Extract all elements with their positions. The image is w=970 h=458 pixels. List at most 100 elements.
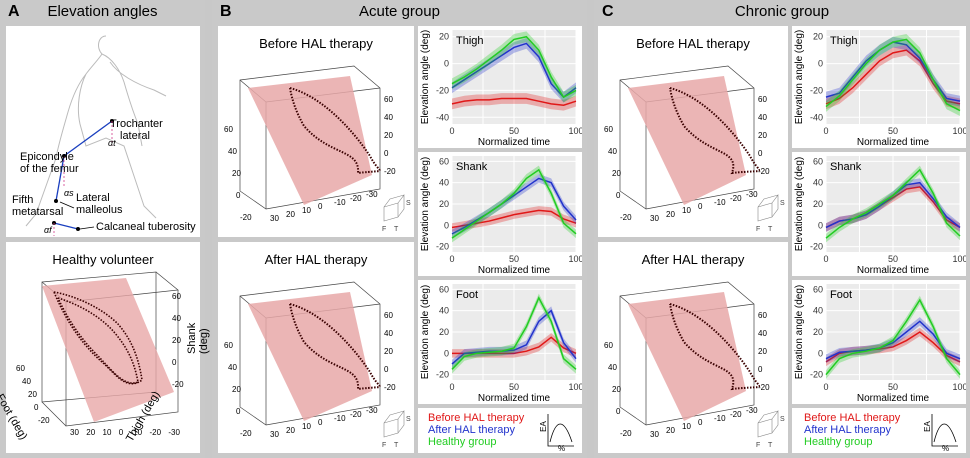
series-band	[452, 293, 576, 374]
x-tick: 100	[952, 254, 966, 264]
left-tick: 40	[228, 147, 237, 156]
after-3d-plot: After HAL therapy S F T 60 40 20 0 -20 60 40 20 0 -2…	[218, 242, 414, 453]
label-metatarsal: metatarsal	[12, 206, 64, 218]
panel-letter: A	[8, 3, 20, 20]
x-tick: 100	[952, 126, 966, 136]
tick: 40	[22, 377, 31, 386]
thigh-tick-labels: 30 20 10 0 -10 -20 -30	[70, 428, 180, 437]
chart-title: Shank	[456, 161, 488, 173]
right-tick: 0	[384, 149, 389, 158]
legend-schematic	[931, 414, 958, 447]
y-tick: 60	[439, 156, 449, 166]
series-band	[826, 165, 960, 243]
series-band	[452, 31, 576, 103]
cube-label-t: T	[768, 442, 773, 449]
label-alpha-s: αs	[64, 188, 74, 198]
bottom-tick: -30	[746, 190, 758, 199]
tick: 30	[70, 428, 79, 437]
3d-scatter-svg: S F T 60 40 20 0 -20 60 40 20 0 -20 30 20 10 0 -10 -20 -30	[604, 65, 785, 233]
y-tick: -20	[436, 370, 449, 380]
right-tick: -20	[384, 167, 396, 176]
bottom-tick: 10	[682, 422, 691, 431]
plot-title: After HAL therapy	[264, 252, 368, 267]
y-axis-label: Elevation angle (deg)	[794, 285, 805, 380]
y-tick: 40	[813, 306, 823, 316]
x-tick: 100	[568, 382, 582, 392]
label-calcaneal: Calcaneal tuberosity	[96, 221, 196, 233]
x-tick: 50	[888, 254, 898, 264]
series-band	[452, 165, 576, 243]
y-tick: 40	[439, 306, 449, 316]
right-tick: 40	[758, 113, 767, 122]
x-tick: 50	[509, 254, 519, 264]
bottom-tick: -20	[350, 194, 362, 203]
bottom-tick: 10	[302, 422, 311, 431]
plot-title: After HAL therapy	[641, 252, 745, 267]
y-tick: 20	[813, 199, 823, 209]
x-tick: 0	[449, 382, 454, 392]
right-tick: 40	[384, 329, 393, 338]
tick: 0	[172, 358, 177, 367]
legend: Before HAL therapy After HAL therapy Hea…	[418, 408, 582, 453]
label-trochanter-lateral: lateral	[120, 130, 150, 142]
tick: 60	[16, 364, 25, 373]
bottom-tick: -10	[334, 198, 346, 207]
y-tick: -20	[810, 370, 823, 380]
x-axis-label: Normalized time	[478, 393, 551, 404]
y-axis-label: Elevation angle (deg)	[420, 157, 431, 252]
series-line	[451, 35, 577, 99]
right-tick: -20	[758, 167, 770, 176]
bottom-tick: 30	[650, 214, 659, 223]
right-tick: 40	[758, 329, 767, 338]
foot-chart: Foot 60 40 20 0 -20 0 50 100 Normalized time Eleva…	[418, 280, 582, 404]
y-tick: -40	[810, 112, 823, 122]
right-tick: 60	[384, 95, 393, 104]
series-line	[451, 296, 577, 370]
tick: 20	[172, 336, 181, 345]
plot-title: Healthy volunteer	[52, 252, 154, 267]
bottom-tick: -10	[714, 414, 726, 423]
cube-label-s: S	[406, 200, 411, 207]
y-tick: 20	[439, 327, 449, 337]
bottom-tick: -30	[366, 406, 378, 415]
cube-label-f: F	[382, 442, 386, 449]
healthy-3d-plot: Healthy volunteer Foot (deg) Thigh (deg)…	[0, 242, 210, 453]
y-axis-label: Elevation angle (deg)	[794, 30, 805, 125]
gait-loop	[669, 303, 761, 391]
left-tick: 20	[612, 385, 621, 394]
thigh-chart: Thigh 20 0 -20 -40 0 50 100 Normalized time Eleva…	[792, 26, 966, 148]
x-axis-label: Normalized time	[857, 265, 930, 276]
plot-title: Before HAL therapy	[636, 36, 750, 51]
bottom-tick: -10	[714, 198, 726, 207]
left-tick: -20	[620, 213, 632, 222]
series-line	[825, 49, 961, 105]
cube-label-s: S	[780, 200, 785, 207]
bottom-tick: 30	[270, 430, 279, 439]
left-tick: 60	[604, 341, 613, 350]
chart-title: Thigh	[830, 35, 858, 47]
x-tick: 100	[952, 382, 966, 392]
series-line	[825, 298, 961, 376]
x-tick: 50	[888, 126, 898, 136]
bottom-tick: -30	[366, 190, 378, 199]
series-line	[825, 38, 961, 112]
x-tick: 0	[823, 126, 828, 136]
series-line	[451, 168, 577, 239]
right-tick: 0	[758, 365, 763, 374]
thigh-chart: Thigh 20 0 -20 -40 0 50 100 Normalized time Eleva…	[418, 26, 582, 148]
cube-label-s: S	[406, 416, 411, 423]
left-tick: 60	[224, 341, 233, 350]
series-line	[825, 320, 961, 360]
shank-chart: Shank 60 40 20 0 -20 0 50 100 Normalized time Elev…	[418, 152, 582, 276]
panel-c: C Chronic group Before HAL therapy S F T 60…	[594, 0, 970, 458]
gait-loop	[289, 87, 381, 175]
series-line	[451, 42, 577, 99]
plot-title: Before HAL therapy	[259, 36, 373, 51]
bottom-tick: 10	[682, 206, 691, 215]
left-tick: 0	[236, 407, 241, 416]
legend-healthy: Healthy group	[428, 436, 497, 448]
regression-plane	[248, 76, 372, 205]
left-tick: 20	[232, 169, 241, 178]
y-tick: 0	[818, 220, 823, 230]
shank-tick-labels: 60 40 20 0 -20	[172, 286, 184, 396]
